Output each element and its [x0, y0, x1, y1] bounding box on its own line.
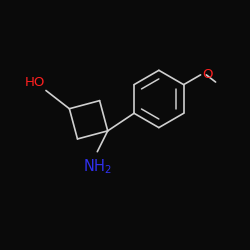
Text: O: O [202, 68, 212, 81]
Text: HO: HO [24, 76, 45, 89]
Text: NH$_2$: NH$_2$ [83, 157, 112, 176]
